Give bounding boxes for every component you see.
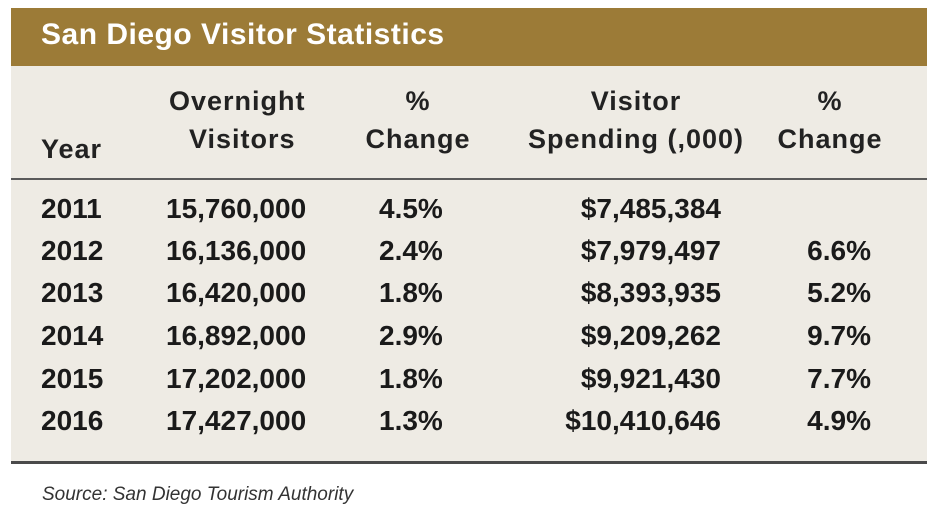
statistics-table: San Diego Visitor Statistics Year Overni… — [11, 8, 927, 464]
table-row: 2016 17,427,000 1.3% $10,410,646 4.9% — [11, 400, 927, 442]
year-cell: 2013 — [41, 277, 104, 308]
spending-cell: $7,979,497 — [580, 235, 721, 266]
header-year: Year — [41, 134, 103, 164]
visitors-change-cell: 1.3% — [379, 405, 443, 436]
visitors-change-cell: 4.5% — [379, 193, 443, 224]
visitors-cell: 17,427,000 — [166, 405, 307, 436]
visitors-change-cell: 2.4% — [379, 235, 443, 266]
spending-change-cell: 9.7% — [807, 320, 871, 351]
visitors-cell: 15,760,000 — [166, 193, 307, 224]
spending-cell: $10,410,646 — [565, 405, 721, 436]
year-cell: 2016 — [41, 405, 104, 436]
visitors-cell: 16,420,000 — [166, 277, 307, 308]
year-cell: 2015 — [41, 363, 104, 394]
table-row: 2015 17,202,000 1.8% $9,921,430 7.7% — [11, 358, 927, 400]
visitors-cell: 16,892,000 — [166, 320, 307, 351]
table-row: 2012 16,136,000 2.4% $7,979,497 6.6% — [11, 230, 927, 272]
header-spending-change: % Change — [777, 86, 883, 154]
visitors-change-cell: 2.9% — [379, 320, 443, 351]
spending-cell: $9,921,430 — [580, 363, 721, 394]
table-row: 2011 15,760,000 4.5% $7,485,384 — [11, 188, 927, 230]
header-divider — [11, 178, 927, 180]
visitors-change-cell: 1.8% — [379, 363, 443, 394]
source-note: Source: San Diego Tourism Authority — [42, 484, 354, 505]
header-visitor-spending: Visitor Spending (,000) — [527, 86, 745, 154]
visitors-cell: 17,202,000 — [166, 363, 307, 394]
header-visitors-change: % Change — [365, 86, 471, 154]
table-row: 2014 16,892,000 2.9% $9,209,262 9.7% — [11, 315, 927, 357]
spending-change-cell: 7.7% — [807, 363, 871, 394]
table-title: San Diego Visitor Statistics — [41, 18, 445, 51]
title-bar: San Diego Visitor Statistics — [11, 8, 927, 66]
header-overnight-visitors: Overnight Visitors — [169, 86, 306, 154]
year-cell: 2012 — [41, 235, 104, 266]
spending-cell: $7,485,384 — [580, 193, 721, 224]
spending-change-cell: 5.2% — [807, 277, 871, 308]
visitors-cell: 16,136,000 — [166, 235, 307, 266]
spending-change-cell: 4.9% — [807, 405, 871, 436]
table-row: 2013 16,420,000 1.8% $8,393,935 5.2% — [11, 272, 927, 314]
visitors-change-cell: 1.8% — [379, 277, 443, 308]
spending-cell: $9,209,262 — [580, 320, 721, 351]
year-cell: 2011 — [41, 193, 102, 224]
spending-change-cell: 6.6% — [807, 235, 871, 266]
year-cell: 2014 — [41, 320, 104, 351]
spending-cell: $8,393,935 — [580, 277, 721, 308]
